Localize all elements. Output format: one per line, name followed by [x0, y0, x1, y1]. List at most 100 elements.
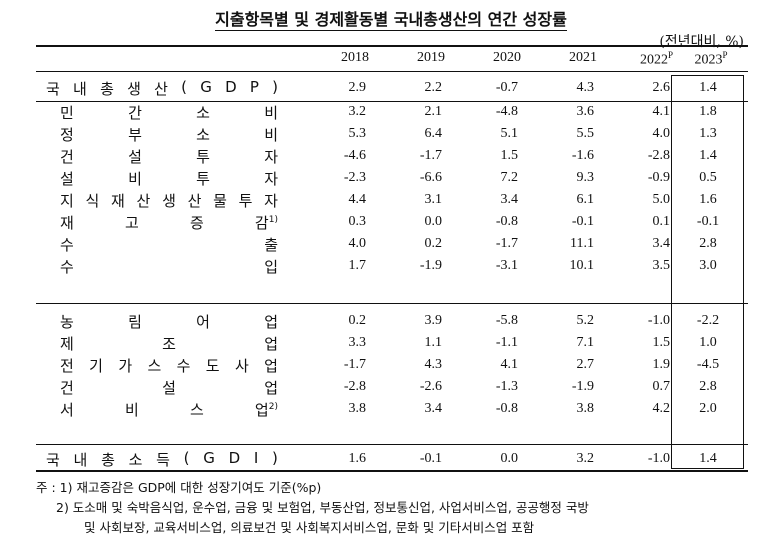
value-cell: 2.0 — [699, 401, 717, 416]
value-cell: -1.0 — [647, 451, 670, 466]
table-row: 국 내 총 소 득(G D I) 1.6 -0.1 0.0 3.2 -1.0 1.4 — [36, 448, 746, 470]
value-cell: -4.8 — [495, 104, 518, 119]
value-cell: -0.8 — [495, 214, 518, 229]
value-cell: 3.6 — [576, 104, 595, 119]
table-row: 설 비 투 자 -2.3 -6.6 7.2 9.3 -0.9 0.5 — [36, 167, 746, 189]
value-cell: 0.0 — [424, 214, 443, 229]
value-cell: 5.2 — [576, 313, 595, 328]
value-cell: 4.1 — [500, 357, 519, 372]
value-cell: -0.8 — [495, 401, 518, 416]
value-cell: 5.1 — [500, 126, 519, 141]
year-header: 2020 — [493, 49, 521, 65]
value-cell: 7.2 — [500, 170, 519, 185]
table-row: 건 설 투 자 -4.6 -1.7 1.5 -1.6 -2.8 1.4 — [36, 145, 746, 167]
value-cell: -1.7 — [343, 357, 366, 372]
value-cell: 1.4 — [699, 80, 717, 95]
value-cell: 3.4 — [424, 401, 443, 416]
value-cell: 3.0 — [699, 258, 717, 273]
gdi-top-rule — [36, 444, 748, 445]
value-cell: -0.1 — [696, 214, 720, 229]
value-cell: 1.7 — [348, 258, 367, 273]
value-cell: 0.2 — [348, 313, 367, 328]
value-cell: 2.1 — [424, 104, 443, 119]
value-cell: 2.7 — [576, 357, 595, 372]
footnote-2-line2: 및 사회보장, 교육서비스업, 의료보건 및 사회복지서비스업, 문화 및 기타… — [84, 520, 535, 535]
value-cell: 4.4 — [348, 192, 367, 207]
table-row: 지 식 재 산 생 산 물 투 자 4.4 3.1 3.4 6.1 5.0 1.6 — [36, 189, 746, 211]
value-cell: 3.8 — [348, 401, 367, 416]
value-cell: 0.0 — [500, 451, 519, 466]
value-cell: 0.7 — [652, 379, 671, 394]
table-row: 서 비 스 업2) 3.8 3.4 -0.8 3.8 4.2 2.0 — [36, 398, 746, 420]
value-cell: -3.1 — [495, 258, 518, 273]
value-cell: 3.2 — [348, 104, 367, 119]
value-cell: 7.1 — [576, 335, 595, 350]
footnotes: 주 : 1) 재고증감은 GDP에 대한 성장기여도 기준(%p) 2) 도소매… — [36, 478, 589, 538]
value-cell: 3.8 — [576, 401, 595, 416]
value-cell: 1.3 — [699, 126, 717, 141]
header-row: 2018 2019 2020 2021 2022P 2023P — [36, 46, 750, 72]
value-cell: -1.9 — [419, 258, 442, 273]
year-header: 2019 — [417, 49, 445, 65]
value-cell: 3.3 — [348, 335, 367, 350]
value-cell: -2.2 — [696, 313, 720, 328]
year-header: 2022P — [639, 49, 673, 68]
value-cell: 2.9 — [348, 80, 367, 95]
value-cell: -0.1 — [419, 451, 442, 466]
value-cell: 5.0 — [652, 192, 671, 207]
value-cell: 1.4 — [699, 451, 717, 466]
table-row: 재 고 증 감1) 0.3 0.0 -0.8 -0.1 0.1 -0.1 — [36, 211, 746, 233]
value-cell: -2.8 — [343, 379, 366, 394]
header-table: 2018 2019 2020 2021 2022P 2023P — [36, 46, 750, 72]
row-label: 서 비 스 업2) — [60, 400, 278, 419]
value-cell: -4.6 — [343, 148, 366, 163]
value-cell: -1.7 — [419, 148, 442, 163]
row-label: 국 내 총 소 득(G D I) — [46, 448, 278, 469]
table-row: 전 기 가 스 수 도 사 업 -1.7 4.3 4.1 2.7 1.9 -4.5 — [36, 354, 746, 376]
top-rule — [36, 45, 748, 47]
value-cell: 4.1 — [652, 104, 671, 119]
value-cell: -1.1 — [495, 335, 518, 350]
value-cell: 0.1 — [652, 214, 671, 229]
value-cell: 1.5 — [500, 148, 519, 163]
year-header: 2018 — [341, 49, 369, 65]
value-cell: 1.6 — [699, 192, 717, 207]
value-cell: 5.5 — [576, 126, 595, 141]
value-cell: 2.2 — [424, 80, 443, 95]
value-cell: 10.1 — [569, 258, 595, 273]
bottom-rule — [36, 470, 748, 472]
value-cell: 2.8 — [699, 236, 717, 251]
expenditure-table: 민 간 소 비 3.2 2.1 -4.8 3.6 4.1 1.8 정 부 소 비 5.3 6.4 5.1 5.5 4… — [36, 101, 746, 277]
industry-table: 농 림 어 업 0.2 3.9 -5.8 5.2 -1.0 -2.2 제 조 업 3.3 1.1 -1.1 7.… — [36, 310, 746, 420]
value-cell: -1.9 — [571, 379, 594, 394]
value-cell: 0.5 — [699, 170, 717, 185]
value-cell: 1.8 — [699, 104, 717, 119]
table-row: 수 출 4.0 0.2 -1.7 11.1 3.4 2.8 — [36, 233, 746, 255]
table-row: 제 조 업 3.3 1.1 -1.1 7.1 1.5 1.0 — [36, 332, 746, 354]
value-cell: 0.2 — [424, 236, 443, 251]
table-row: 수 입 1.7 -1.9 -3.1 10.1 3.5 3.0 — [36, 255, 746, 277]
row-label: 국 내 총 생 산(G D P) — [46, 77, 278, 98]
value-cell: -0.9 — [647, 170, 670, 185]
gdp-table: 국 내 총 생 산(G D P) 2.9 2.2 -0.7 4.3 2.6 1.4 — [36, 77, 746, 99]
value-cell: 2.8 — [699, 379, 717, 394]
value-cell: -2.8 — [647, 148, 670, 163]
value-cell: 0.3 — [348, 214, 367, 229]
table-title: 지출항목별 및 경제활동별 국내총생산의 연간 성장률 — [215, 10, 567, 31]
value-cell: 3.2 — [576, 451, 595, 466]
value-cell: 11.1 — [570, 236, 594, 251]
value-cell: 1.5 — [652, 335, 671, 350]
gdi-table: 국 내 총 소 득(G D I) 1.6 -0.1 0.0 3.2 -1.0 1.4 — [36, 448, 746, 470]
value-cell: 1.1 — [424, 335, 443, 350]
footnote-2-line1: 2) 도소매 및 숙박음식업, 운수업, 금융 및 보험업, 부동산업, 정보통… — [56, 500, 589, 515]
value-cell: 4.0 — [348, 236, 367, 251]
value-cell: -6.6 — [419, 170, 442, 185]
value-cell: -1.7 — [495, 236, 518, 251]
